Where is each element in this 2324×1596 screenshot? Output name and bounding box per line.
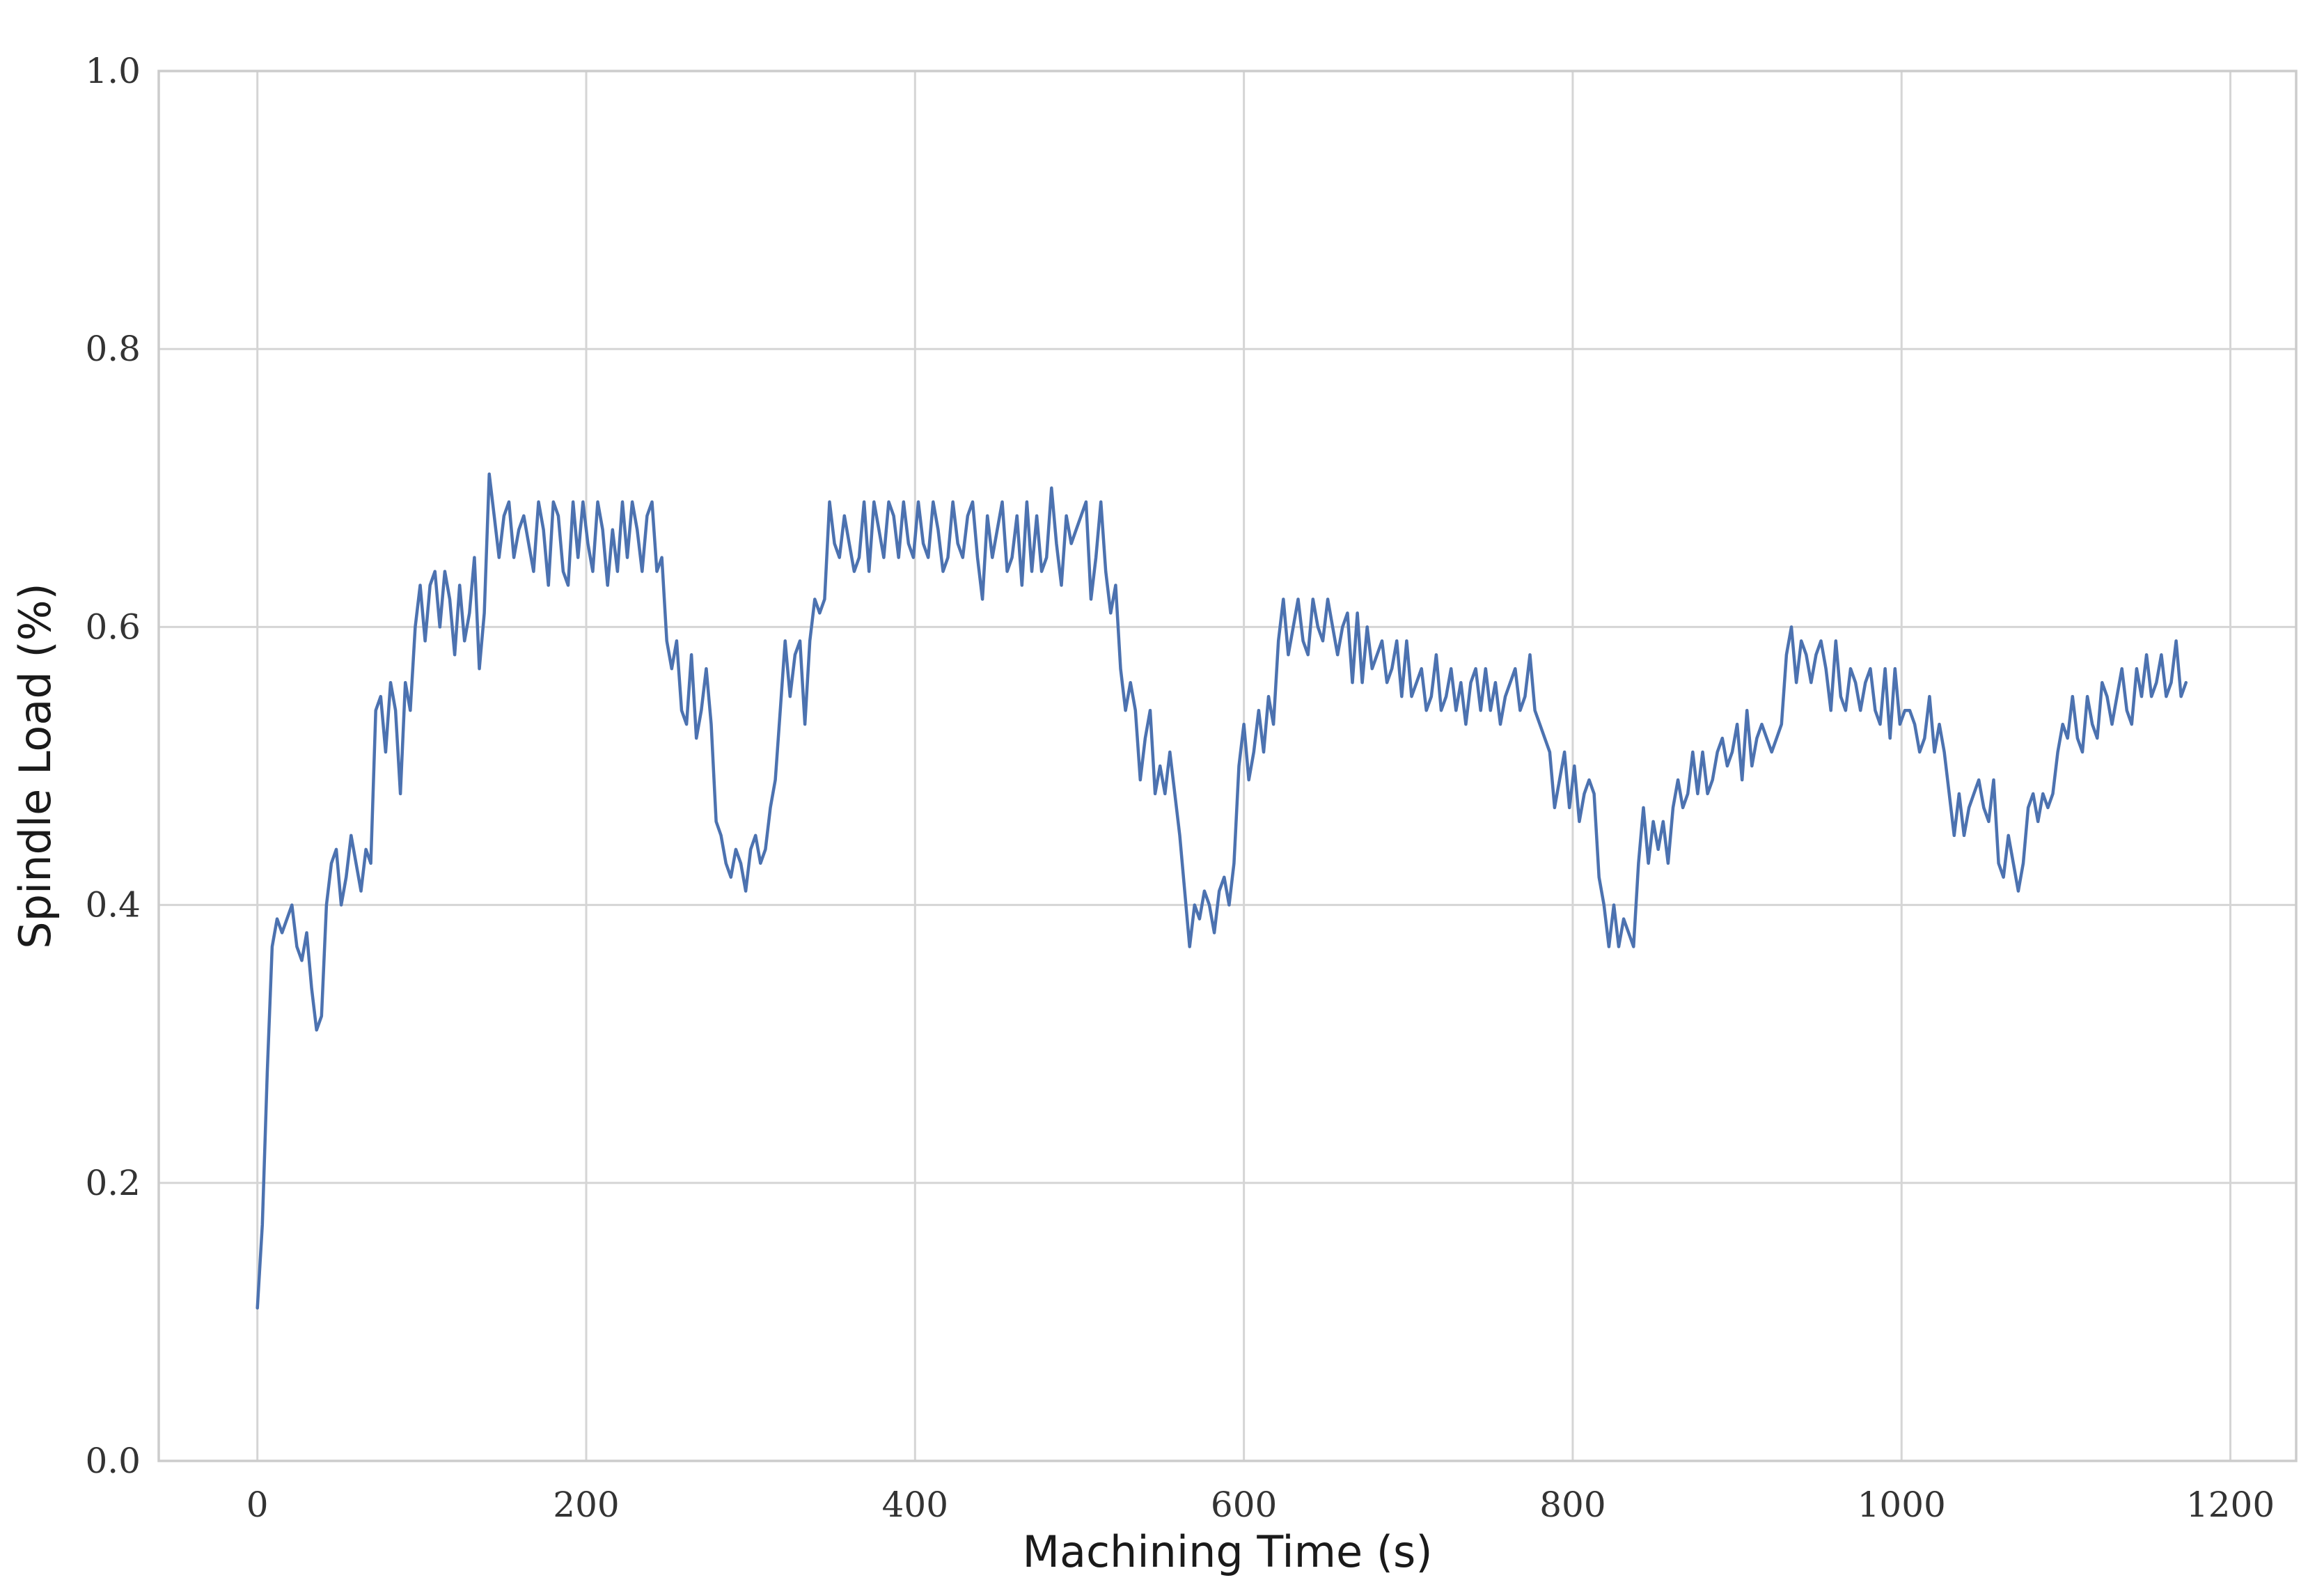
series-line-0	[256, 472, 2188, 1310]
plot-frame	[157, 70, 2298, 1462]
y-tick-label-0.2: 0.2	[85, 1163, 141, 1203]
y-tick-label-0.4: 0.4	[85, 885, 141, 925]
series-layer	[256, 472, 2188, 1310]
x-tick-label-1200: 1200	[2186, 1485, 2275, 1525]
y-tick-label-0: 0.0	[85, 1441, 141, 1481]
x-tick-labels: 0 200 400 600 800 1000 1200	[246, 1485, 2275, 1525]
x-tick-label-1000: 1000	[1858, 1485, 1946, 1525]
y-tick-label-0.8: 0.8	[85, 329, 141, 369]
x-tick-label-200: 200	[553, 1485, 619, 1525]
y-tick-label-0.6: 0.6	[85, 607, 141, 647]
x-tick-label-400: 400	[882, 1485, 948, 1525]
x-tick-label-800: 800	[1539, 1485, 1605, 1525]
x-tick-label-600: 600	[1211, 1485, 1277, 1525]
y-tick-label-1: 1.0	[85, 51, 141, 91]
x-axis-label: Machining Time (s)	[1022, 1526, 1432, 1577]
y-tick-labels: 0.0 0.2 0.4 0.6 0.8 1.0	[85, 51, 141, 1481]
x-gridlines	[256, 71, 2232, 1461]
y-axis-label: Spindle Load (%)	[10, 583, 61, 948]
x-tick-label-0: 0	[246, 1485, 269, 1525]
